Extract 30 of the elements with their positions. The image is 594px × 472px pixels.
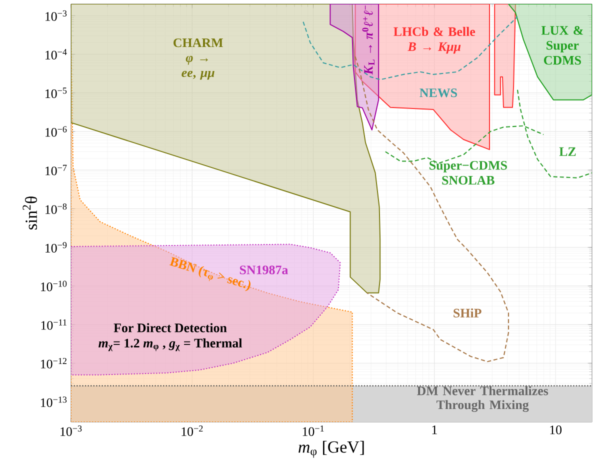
text: K$_{L}$ → π$^{0}$ℓ$^{+}$ℓ$^{−}$: [362, 5, 374, 75]
y-tick-label: 10$^{−11}$: [41, 319, 66, 330]
band-label: DM Never Thermalizes Through Mixing: [417, 386, 548, 412]
y-tick-label: 10$^{−10}$: [40, 280, 67, 292]
y-tick-label: 10$^{−13}$: [40, 396, 67, 408]
y-tick-label: 10$^{−8}$: [46, 203, 67, 214]
x-tick-label: 10$^{−3}$: [60, 426, 82, 436]
series-label: SN1987a: [240, 266, 288, 274]
y-tick-label: 10$^{−12}$: [40, 358, 66, 368]
y-tick-label: 10$^{−6}$: [46, 126, 67, 137]
series-label: NEWS: [420, 88, 457, 98]
y-tick-label: 10$^{−5}$: [46, 88, 67, 98]
y-tick-label: 10$^{−7}$: [46, 164, 67, 176]
y-axis-title: sin$^{2}$θ: [22, 196, 37, 230]
y-tick-label: 10$^{−3}$: [46, 10, 67, 21]
series-label: LUX & Super CDMS: [541, 26, 584, 65]
x-tick-label: 10$^{−1}$: [302, 426, 324, 436]
series-label: LHCb & Belle B → Kμμ: [394, 26, 476, 54]
text: m$_{χ}$= 1.2 m$_{φ}$ , g$_{χ}$ = Thermal: [98, 338, 242, 352]
x-tick-label: 1: [432, 426, 437, 434]
x-tick-label: 10$^{−2}$: [182, 426, 203, 436]
series-label: LZ: [559, 147, 576, 156]
x-axis-title: m$_{φ}$ [GeV]: [298, 440, 364, 458]
series-label: SHiP: [454, 308, 482, 318]
x-tick-label: 10: [550, 426, 562, 434]
series-label: CHARM φ → ee, μμ: [174, 38, 223, 80]
annotation: For Direct Detection: [114, 323, 227, 332]
y-tick-label: 10$^{−4}$: [46, 49, 67, 60]
series-label: Super−CDMS SNOLAB: [430, 161, 507, 185]
y-tick-label: 10$^{−9}$: [46, 242, 67, 253]
